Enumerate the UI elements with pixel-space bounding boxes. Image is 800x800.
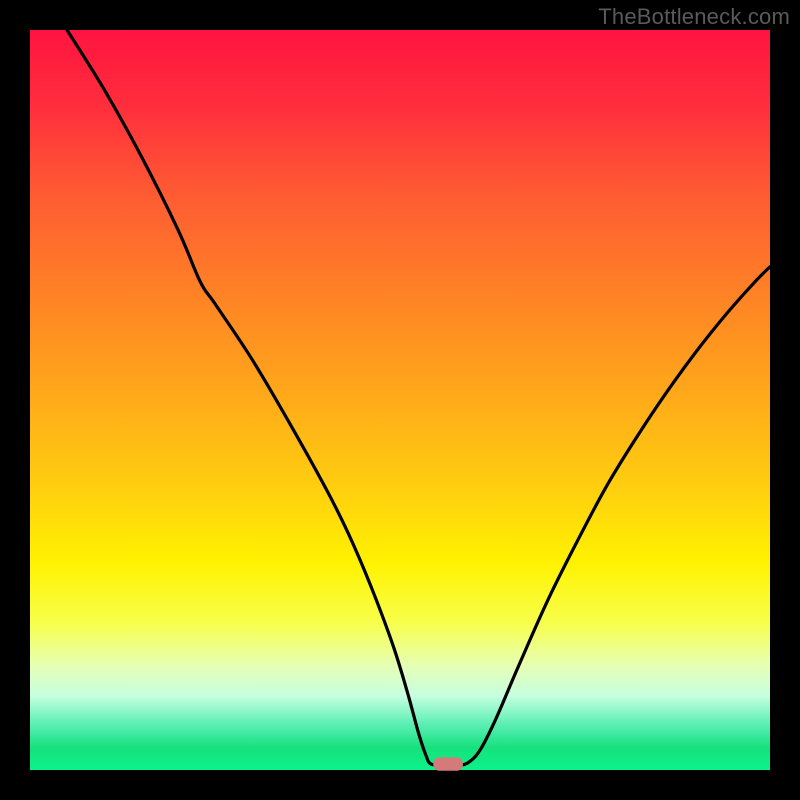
- chart-stage: TheBottleneck.com: [0, 0, 800, 800]
- plot-area: [30, 30, 770, 770]
- watermark-text: TheBottleneck.com: [598, 4, 790, 30]
- bottleneck-curve: [67, 30, 770, 766]
- minimum-marker: [433, 757, 463, 770]
- curve-layer: [30, 30, 770, 770]
